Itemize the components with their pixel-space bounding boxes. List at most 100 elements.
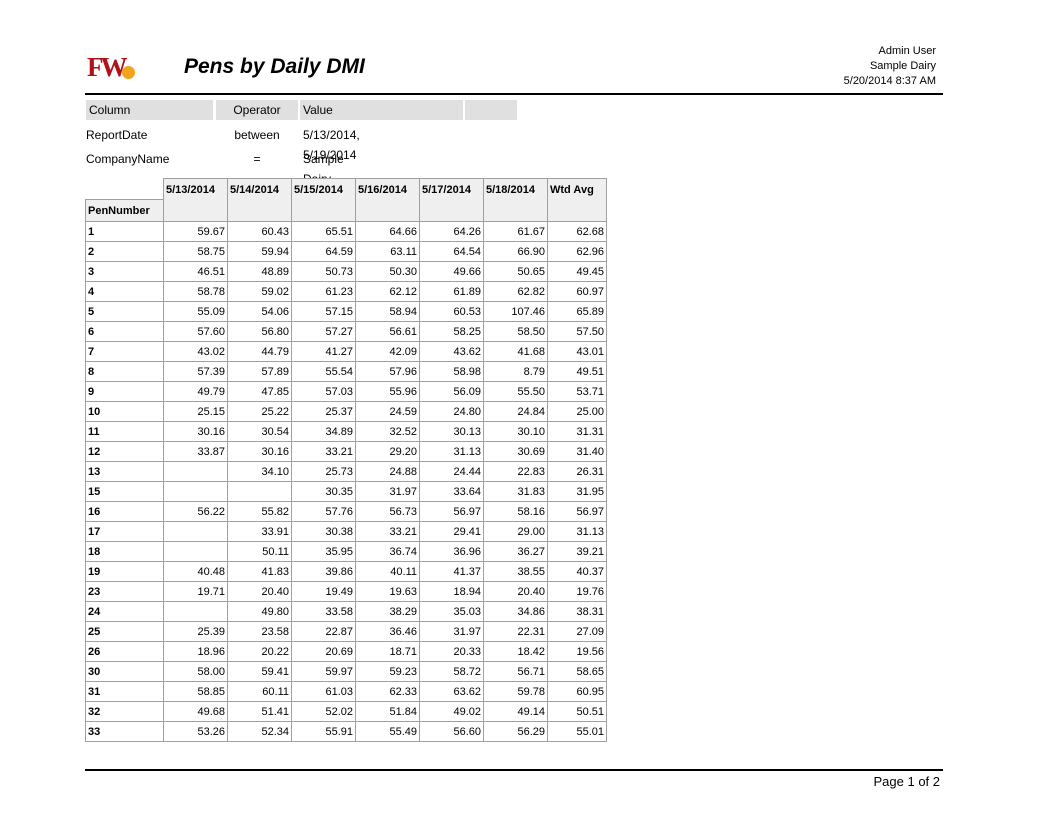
dmi-value-cell: 58.25 [419, 321, 484, 342]
dmi-value-cell: 41.83 [227, 561, 292, 582]
dmi-value-cell: 56.80 [227, 321, 292, 342]
dmi-value-cell: 55.82 [227, 501, 292, 522]
dmi-value-cell: 41.27 [291, 341, 356, 362]
dmi-value-cell: 43.62 [419, 341, 484, 362]
dmi-value-cell: 62.68 [547, 221, 607, 242]
dmi-value-cell: 49.68 [163, 701, 228, 722]
dmi-value-cell: 62.12 [355, 281, 420, 302]
dmi-value-cell: 56.29 [483, 721, 548, 742]
dmi-value-cell: 59.23 [355, 661, 420, 682]
dmi-value-cell: 31.97 [419, 621, 484, 642]
column-header-row: 5/13/2014 5/14/2014 5/15/2014 5/16/2014 … [86, 178, 607, 222]
dmi-value-cell: 31.13 [547, 521, 607, 542]
pen-number-cell: 26 [85, 641, 164, 662]
dmi-value-cell: 60.95 [547, 681, 607, 702]
dmi-value-cell: 33.21 [355, 521, 420, 542]
dmi-value-cell: 56.09 [419, 381, 484, 402]
company-name: Sample Dairy [869, 60, 936, 72]
dmi-value-cell [163, 521, 228, 542]
pen-number-cell: 19 [85, 561, 164, 582]
dmi-value-cell: 25.15 [163, 401, 228, 422]
dmi-value-cell: 30.16 [227, 441, 292, 462]
dmi-value-cell: 30.38 [291, 521, 356, 542]
dmi-value-cell: 62.33 [355, 681, 420, 702]
dmi-value-cell: 20.40 [483, 581, 548, 602]
dmi-value-cell: 40.37 [547, 561, 607, 582]
dmi-value-cell: 55.01 [547, 721, 607, 742]
filter-header-value: Value [300, 100, 463, 120]
logo-dot-icon [122, 66, 135, 79]
pen-number-cell: 31 [85, 681, 164, 702]
dmi-value-cell [163, 541, 228, 562]
dmi-value-cell: 59.41 [227, 661, 292, 682]
pen-number-cell: 3 [85, 261, 164, 282]
dmi-value-cell: 50.73 [291, 261, 356, 282]
dmi-value-cell: 58.94 [355, 301, 420, 322]
dmi-value-cell: 60.11 [227, 681, 292, 702]
dmi-value-cell: 63.11 [355, 241, 420, 262]
column-header: 5/16/2014 [355, 178, 420, 222]
dmi-value-cell: 52.34 [227, 721, 292, 742]
dmi-value-cell: 57.15 [291, 301, 356, 322]
logo-text: FW [87, 52, 127, 82]
dmi-value-cell: 24.44 [419, 461, 484, 482]
dmi-value-cell: 31.83 [483, 481, 548, 502]
dmi-value-cell: 58.50 [483, 321, 548, 342]
dmi-value-cell: 57.89 [227, 361, 292, 382]
dmi-value-cell: 18.94 [419, 581, 484, 602]
dmi-value-cell: 64.26 [419, 221, 484, 242]
table-row: 3 46.51 48.89 50.73 50.30 49.66 50.65 49.45 [85, 261, 607, 282]
filter-column: CompanyName [86, 152, 170, 166]
dmi-value-cell: 22.31 [483, 621, 548, 642]
pen-number-cell: 1 [85, 221, 164, 242]
dmi-value-cell: 26.31 [547, 461, 607, 482]
dmi-value-cell: 58.78 [163, 281, 228, 302]
dmi-value-cell: 60.53 [419, 301, 484, 322]
dmi-value-cell: 61.23 [291, 281, 356, 302]
pen-number-cell: 6 [85, 321, 164, 342]
dmi-value-cell: 40.48 [163, 561, 228, 582]
dmi-value-cell: 56.60 [419, 721, 484, 742]
dmi-value-cell: 39.86 [291, 561, 356, 582]
table-row: 26 18.96 20.22 20.69 18.71 20.33 18.42 19.56 [85, 641, 607, 662]
dmi-value-cell: 56.97 [547, 501, 607, 522]
dmi-value-cell: 30.16 [163, 421, 228, 442]
column-header: 5/17/2014 [419, 178, 484, 222]
dmi-value-cell: 19.63 [355, 581, 420, 602]
dmi-value-cell: 53.26 [163, 721, 228, 742]
dmi-value-cell: 25.00 [547, 401, 607, 422]
dmi-value-cell: 49.80 [227, 601, 292, 622]
pen-number-cell: 16 [85, 501, 164, 522]
filter-operator: between [234, 128, 280, 142]
dmi-value-cell: 32.52 [355, 421, 420, 442]
dmi-value-cell: 66.90 [483, 241, 548, 262]
dmi-value-cell: 49.51 [547, 361, 607, 382]
page-number: Page 1 of 2 [873, 774, 941, 789]
dmi-value-cell: 31.13 [419, 441, 484, 462]
dmi-value-cell: 25.22 [227, 401, 292, 422]
dmi-value-cell: 20.69 [291, 641, 356, 662]
dmi-value-cell [227, 481, 292, 502]
dmi-value-cell: 23.58 [227, 621, 292, 642]
table-row: 5 55.09 54.06 57.15 58.94 60.53 107.46 65.89 [85, 301, 607, 322]
dmi-table: 5/13/2014 5/14/2014 5/15/2014 5/16/2014 … [85, 178, 607, 742]
dmi-value-cell: 49.66 [419, 261, 484, 282]
dmi-value-cell: 44.79 [227, 341, 292, 362]
dmi-value-cell: 50.30 [355, 261, 420, 282]
pen-number-cell: 25 [85, 621, 164, 642]
dmi-value-cell: 19.76 [547, 581, 607, 602]
dmi-value-cell: 35.03 [419, 601, 484, 622]
pen-number-cell: 8 [85, 361, 164, 382]
dmi-value-cell: 43.01 [547, 341, 607, 362]
dmi-value-cell: 56.97 [419, 501, 484, 522]
dmi-value-cell: 18.71 [355, 641, 420, 662]
dmi-value-cell: 25.73 [291, 461, 356, 482]
dmi-value-cell: 54.06 [227, 301, 292, 322]
dmi-value-cell: 60.97 [547, 281, 607, 302]
dmi-value-cell: 33.91 [227, 521, 292, 542]
dmi-value-cell: 29.41 [419, 521, 484, 542]
report-title: Pens by Daily DMI [184, 55, 365, 78]
dmi-value-cell: 64.59 [291, 241, 356, 262]
dmi-value-cell: 57.03 [291, 381, 356, 402]
dmi-value-cell: 8.79 [483, 361, 548, 382]
